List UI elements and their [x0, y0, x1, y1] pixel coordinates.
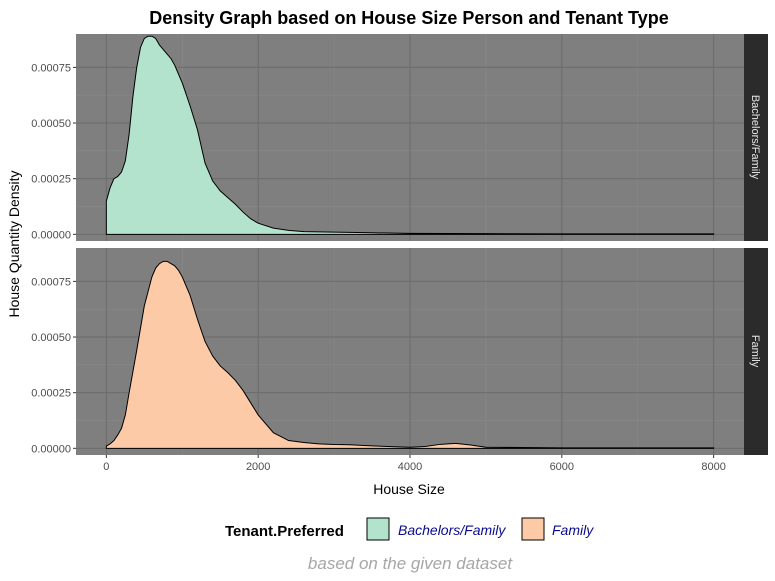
strip-label-family: Family [749, 335, 761, 368]
y-tick-label: 0.00025 [31, 388, 71, 400]
y-axis-ticks: 0.00000 0.00025 0.00050 0.00075 [31, 62, 76, 241]
y-tick-label: 0.00050 [31, 332, 71, 344]
density-area-bachelors-family [105, 35, 715, 235]
x-tick-label: 2000 [246, 461, 270, 473]
panel-family: Family 0.00000 0.00025 0.00050 0.00075 [31, 248, 768, 455]
x-tick-label: 0 [103, 461, 109, 473]
panel-bachelors-family: Bachelors/Family 0.000000.000250.000500.… [31, 34, 768, 241]
x-axis-title: House Size [373, 481, 445, 497]
legend-key-family [521, 517, 545, 541]
y-tick-label: 0.00075 [31, 62, 71, 74]
legend-label-family: Family [552, 522, 594, 538]
x-axis-ticks: 0 2000 4000 6000 8000 [103, 455, 726, 473]
x-tick-label: 4000 [398, 461, 422, 473]
y-tick-label: 0.00000 [31, 229, 71, 241]
density-area-family [105, 260, 715, 449]
y-tick-label: 0.00025 [31, 174, 71, 186]
caption: based on the given dataset [308, 554, 513, 573]
chart-title: Density Graph based on House Size Person… [149, 8, 668, 28]
y-axis-ticks: 0.00000 0.00025 0.00050 0.00075 [31, 276, 76, 455]
y-axis-title: House Quantity Density [6, 170, 22, 317]
legend-key-bachelors-family [366, 517, 390, 541]
x-tick-label: 6000 [550, 461, 574, 473]
legend-label-bachelors-family: Bachelors/Family [398, 522, 506, 538]
legend: Tenant.Preferred Bachelors/Family Family [225, 517, 594, 541]
x-tick-label: 8000 [701, 461, 725, 473]
panel-grid [76, 34, 744, 241]
y-tick-label: 0.00000 [31, 443, 71, 455]
legend-title: Tenant.Preferred [225, 523, 344, 540]
y-tick-label: 0.00075 [31, 276, 71, 288]
strip-background [744, 248, 768, 455]
strip-background [744, 34, 768, 241]
y-tick-label: 0.00050 [31, 118, 71, 130]
strip-label-bachelors-family: Bachelors/Family [749, 95, 761, 180]
